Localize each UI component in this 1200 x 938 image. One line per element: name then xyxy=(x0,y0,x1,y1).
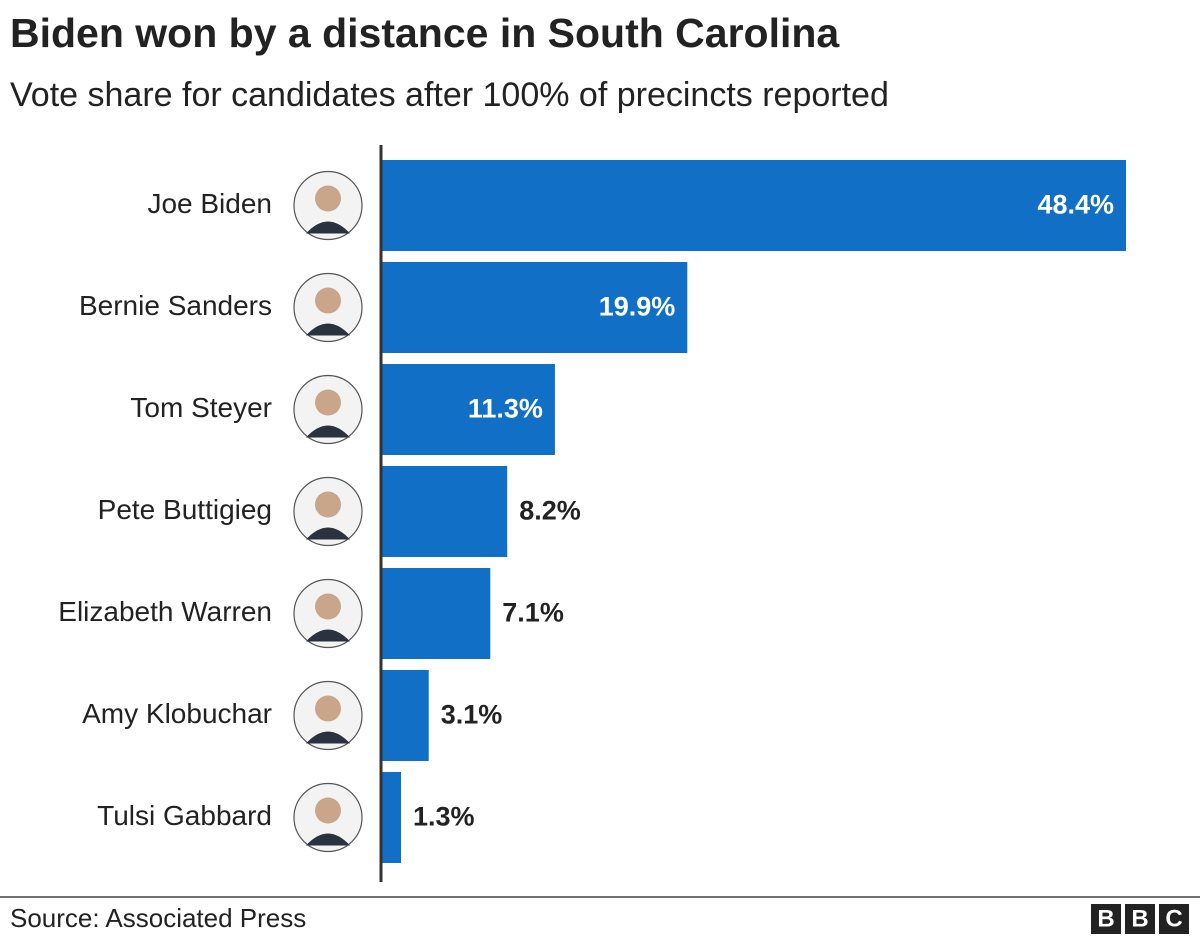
portrait-head xyxy=(315,491,341,518)
logo-letter: B xyxy=(1097,905,1114,932)
logo-letter: C xyxy=(1165,905,1182,932)
bar xyxy=(381,670,429,761)
portrait-head xyxy=(315,593,341,620)
bar xyxy=(381,772,402,863)
portrait-body xyxy=(306,425,350,438)
category-label: Elizabeth Warren xyxy=(58,596,272,627)
portrait-body xyxy=(306,731,350,744)
chart-title: Biden won by a distance in South Carolin… xyxy=(10,10,840,56)
portrait-body xyxy=(306,833,350,846)
value-label: 19.9% xyxy=(599,292,676,322)
logo-box xyxy=(1125,904,1155,934)
portrait-body xyxy=(306,323,350,336)
value-label: 7.1% xyxy=(502,598,564,628)
portrait-body xyxy=(306,629,350,642)
value-label: 48.4% xyxy=(1037,190,1114,220)
category-label: Tom Steyer xyxy=(130,392,272,423)
logo-box xyxy=(1091,904,1121,934)
bar xyxy=(381,568,491,659)
portrait-body xyxy=(306,221,350,234)
portrait-head xyxy=(315,185,341,212)
logo-box xyxy=(1159,904,1189,934)
bar xyxy=(381,466,508,557)
bar xyxy=(381,262,688,353)
category-label: Amy Klobuchar xyxy=(82,698,272,729)
value-label: 1.3% xyxy=(413,802,475,832)
category-label: Joe Biden xyxy=(147,188,272,219)
category-label: Pete Buttigieg xyxy=(98,494,272,525)
value-label: 11.3% xyxy=(468,394,543,424)
portrait-head xyxy=(315,695,341,722)
value-label: 8.2% xyxy=(519,496,581,526)
logo-letter: B xyxy=(1131,905,1148,932)
chart-subtitle: Vote share for candidates after 100% of … xyxy=(10,76,889,114)
value-label: 3.1% xyxy=(441,700,503,730)
portrait-head xyxy=(315,389,341,416)
source: Source: Associated Press xyxy=(10,903,306,933)
portrait-head xyxy=(315,287,341,314)
portrait-body xyxy=(306,527,350,540)
category-label: Tulsi Gabbard xyxy=(97,800,272,831)
category-label: Bernie Sanders xyxy=(79,290,272,321)
bar xyxy=(381,364,555,455)
bar xyxy=(381,160,1126,251)
portrait-head xyxy=(315,797,341,824)
